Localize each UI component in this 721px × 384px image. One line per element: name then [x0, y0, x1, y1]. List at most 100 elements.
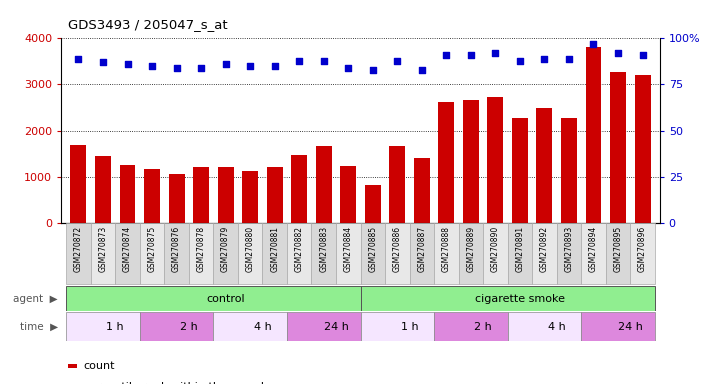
Bar: [71, 145, 87, 223]
Text: GSM270882: GSM270882: [295, 226, 304, 272]
Text: GSM270886: GSM270886: [393, 226, 402, 272]
Text: agent  ▶: agent ▶: [13, 293, 58, 304]
Text: GSM270895: GSM270895: [614, 226, 622, 272]
Text: GSM270874: GSM270874: [123, 226, 132, 272]
Text: GSM270876: GSM270876: [172, 226, 181, 272]
Point: [318, 58, 329, 64]
Bar: [213, 223, 238, 284]
Bar: [360, 286, 655, 311]
Bar: [634, 75, 650, 223]
Bar: [66, 312, 140, 341]
Bar: [311, 223, 336, 284]
Bar: [218, 167, 234, 223]
Text: 1 h: 1 h: [107, 321, 124, 332]
Text: GSM270875: GSM270875: [148, 226, 156, 272]
Point: [416, 67, 428, 73]
Bar: [532, 223, 557, 284]
Text: GSM270880: GSM270880: [246, 226, 255, 272]
Bar: [238, 223, 262, 284]
Bar: [434, 312, 508, 341]
Point: [514, 58, 526, 64]
Text: GSM270884: GSM270884: [344, 226, 353, 272]
Bar: [630, 223, 655, 284]
Text: percentile rank within the sample: percentile rank within the sample: [83, 382, 271, 384]
Bar: [262, 223, 287, 284]
Bar: [213, 312, 287, 341]
Text: GSM270879: GSM270879: [221, 226, 230, 272]
Point: [637, 52, 648, 58]
Text: GSM270892: GSM270892: [540, 226, 549, 272]
Bar: [610, 71, 626, 223]
Text: time  ▶: time ▶: [19, 321, 58, 332]
Point: [146, 63, 158, 69]
Bar: [66, 223, 91, 284]
Point: [73, 56, 84, 62]
Text: GSM270893: GSM270893: [565, 226, 573, 272]
Bar: [193, 167, 209, 223]
Text: 4 h: 4 h: [254, 321, 271, 332]
Bar: [291, 154, 307, 223]
Bar: [463, 100, 479, 223]
Bar: [410, 223, 434, 284]
Bar: [360, 223, 385, 284]
Bar: [585, 47, 601, 223]
Bar: [487, 98, 503, 223]
Text: GSM270891: GSM270891: [516, 226, 524, 272]
Bar: [66, 286, 360, 311]
Point: [244, 63, 256, 69]
Text: GSM270890: GSM270890: [491, 226, 500, 272]
Bar: [581, 312, 655, 341]
Bar: [287, 312, 360, 341]
Text: GSM270881: GSM270881: [270, 226, 279, 272]
Bar: [336, 223, 360, 284]
Bar: [164, 223, 189, 284]
Bar: [360, 312, 434, 341]
Bar: [557, 223, 581, 284]
Text: GSM270872: GSM270872: [74, 226, 83, 272]
Point: [171, 65, 182, 71]
Point: [539, 56, 550, 62]
Bar: [95, 156, 111, 223]
Bar: [144, 169, 160, 223]
Text: GSM270883: GSM270883: [319, 226, 328, 272]
Bar: [389, 146, 405, 223]
Point: [97, 59, 109, 65]
Bar: [512, 118, 528, 223]
Text: GSM270888: GSM270888: [442, 226, 451, 272]
Bar: [140, 223, 164, 284]
Bar: [120, 165, 136, 223]
Bar: [414, 158, 430, 223]
Bar: [508, 223, 532, 284]
Bar: [536, 108, 552, 223]
Text: count: count: [83, 361, 115, 371]
Bar: [606, 223, 630, 284]
Text: 2 h: 2 h: [474, 321, 492, 332]
Bar: [438, 102, 454, 223]
Text: GSM270887: GSM270887: [417, 226, 426, 272]
Bar: [459, 223, 483, 284]
Text: control: control: [206, 293, 245, 304]
Text: 2 h: 2 h: [180, 321, 198, 332]
Point: [269, 63, 280, 69]
Point: [122, 61, 133, 67]
Bar: [434, 223, 459, 284]
Bar: [169, 174, 185, 223]
Text: GSM270889: GSM270889: [466, 226, 475, 272]
Point: [612, 50, 624, 56]
Bar: [267, 167, 283, 223]
Text: GSM270873: GSM270873: [99, 226, 107, 272]
Bar: [91, 223, 115, 284]
Bar: [508, 312, 581, 341]
Bar: [189, 223, 213, 284]
Bar: [483, 223, 508, 284]
Text: 24 h: 24 h: [324, 321, 348, 332]
Bar: [316, 146, 332, 223]
Text: GSM270878: GSM270878: [197, 226, 205, 272]
Text: GSM270894: GSM270894: [589, 226, 598, 272]
Point: [490, 50, 501, 56]
Text: GSM270896: GSM270896: [638, 226, 647, 272]
Bar: [115, 223, 140, 284]
Point: [367, 67, 379, 73]
Point: [441, 52, 452, 58]
Bar: [287, 223, 311, 284]
